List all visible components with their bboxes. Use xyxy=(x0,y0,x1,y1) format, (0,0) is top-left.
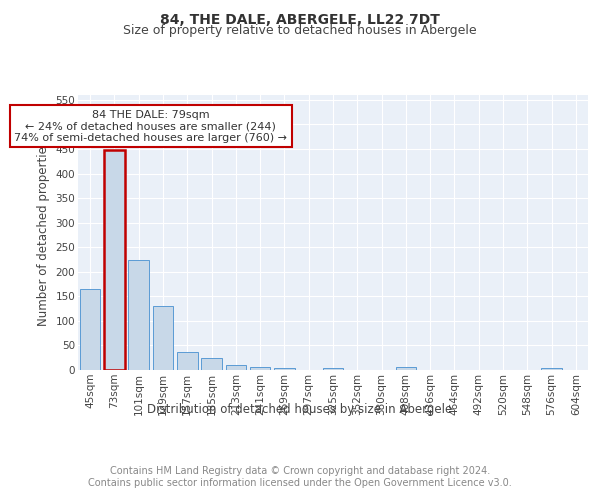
Bar xyxy=(80,289,100,370)
Y-axis label: Number of detached properties: Number of detached properties xyxy=(37,140,50,326)
Text: Contains public sector information licensed under the Open Government Licence v3: Contains public sector information licen… xyxy=(88,478,512,488)
Bar xyxy=(541,368,562,370)
Bar xyxy=(177,352,197,370)
Bar xyxy=(226,365,246,370)
Text: 84, THE DALE, ABERGELE, LL22 7DT: 84, THE DALE, ABERGELE, LL22 7DT xyxy=(160,12,440,26)
Bar xyxy=(323,368,343,370)
Bar xyxy=(201,358,222,370)
Text: 84 THE DALE: 79sqm
← 24% of detached houses are smaller (244)
74% of semi-detach: 84 THE DALE: 79sqm ← 24% of detached hou… xyxy=(14,110,287,143)
Bar xyxy=(128,260,149,370)
Text: Contains HM Land Registry data © Crown copyright and database right 2024.: Contains HM Land Registry data © Crown c… xyxy=(110,466,490,476)
Bar xyxy=(395,367,416,370)
Bar xyxy=(104,150,125,370)
Text: Size of property relative to detached houses in Abergele: Size of property relative to detached ho… xyxy=(123,24,477,37)
Bar xyxy=(250,367,271,370)
Bar xyxy=(274,368,295,370)
Bar xyxy=(152,306,173,370)
Text: Distribution of detached houses by size in Abergele: Distribution of detached houses by size … xyxy=(148,402,452,415)
